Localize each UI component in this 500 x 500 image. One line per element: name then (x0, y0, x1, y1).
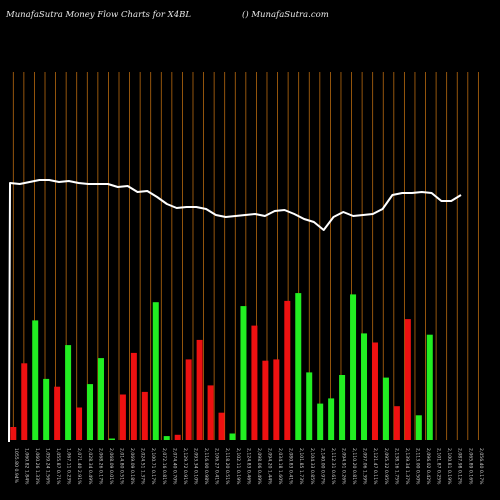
x-tick-label: 1,055.87 0.71% (55, 448, 61, 485)
money-flow-bar (426, 334, 433, 440)
money-flow-bar (218, 412, 225, 440)
money-flow-bar (185, 359, 192, 440)
money-flow-bar (295, 293, 302, 440)
x-tick-label: 2,116.00 0.98% (203, 448, 209, 485)
money-flow-bar (207, 385, 214, 440)
x-tick-labels: 1055.80 0.94% 1,060.82 1.84% 1,060.26 1.33… (13, 448, 484, 485)
money-flow-bar (10, 427, 17, 440)
money-flow-bar (404, 319, 411, 440)
money-flow-bars (10, 293, 433, 440)
price-line-layer (8, 179, 462, 443)
money-flow-bar (229, 433, 236, 440)
x-tick-label: 2,093.34 0.10% (192, 448, 198, 485)
money-flow-bar (108, 438, 115, 440)
money-flow-bar (65, 345, 72, 440)
chart-title: MunafaSutra Money Flow Charts for X4BL (6, 10, 191, 20)
money-flow-bar (196, 339, 203, 440)
money-flow-bar (152, 302, 159, 440)
x-tick-label: 2,094.20 1.44% (266, 448, 272, 485)
x-tick-label: 2,096.02 0.42% (425, 448, 431, 485)
x-tick-label: 2,118.20 0.51% (224, 448, 230, 485)
x-tick-label: 2,071.40 2.91% (76, 448, 82, 485)
money-flow-bar (350, 294, 357, 440)
money-flow-bar (284, 300, 291, 440)
money-flow-bar (174, 434, 181, 440)
x-tick-label: 2,014.80 0.51% (119, 448, 125, 485)
x-tick-label: 1,067.11 0.23% (66, 448, 72, 485)
money-flow-bar (54, 386, 61, 440)
money-flow-bar (240, 306, 247, 440)
money-flow-bar (43, 378, 50, 440)
x-tick-label: 1,060.26 1.33% (34, 448, 40, 485)
money-flow-bar (32, 320, 39, 440)
x-tick-label: 1,060.82 1.84% (23, 448, 29, 485)
money-flow-bar (273, 359, 280, 440)
money-flow-bar (87, 384, 94, 440)
x-tick-label: 2,112.31 0.61% (330, 448, 336, 485)
x-tick-label: 1055.80 0.94% (13, 448, 19, 484)
x-tick-label: 2,098.06 0.49% (256, 448, 262, 485)
x-tick-label: 2,113.00 0.50% (414, 448, 420, 485)
x-tick-label: 2,056.40 0.17% (478, 448, 484, 485)
money-flow-bar (371, 342, 378, 440)
money-flow-bar (76, 407, 83, 440)
money-flow-bar (119, 394, 126, 440)
x-tick-label: 2,028.34 0.49% (87, 448, 93, 485)
x-tick-label: 2,034.18 1.60% (277, 448, 283, 485)
x-tick-label: 2,080.83 0.41% (288, 448, 294, 485)
money-flow-bar (21, 363, 28, 440)
x-tick-label: 2,100.81 0.19% (446, 448, 452, 485)
x-tick-label: 2,095.32 0.95% (383, 448, 389, 485)
x-tick-label: 2,100.71 0.17% (150, 448, 156, 485)
x-tick-label: 2,101.87 0.25% (436, 448, 442, 485)
money-flow-bar (130, 352, 137, 440)
x-tick-label: 2,110.20 0.81% (351, 448, 357, 485)
x-tick-label: 2,097.06 1.39% (362, 448, 368, 485)
money-flow-bar (163, 436, 170, 440)
money-flow-bar (361, 333, 368, 440)
x-tick-label: 2,074.40 0.70% (171, 448, 177, 485)
x-tick-label: 1,059.24 1.56% (45, 448, 51, 485)
x-tick-label: 2,104.33 0.85% (309, 448, 315, 485)
x-tick-label: 2,129.72 0.91% (182, 448, 188, 485)
x-tick-label: 2,024.51 1.37% (140, 448, 146, 485)
money-flow-bar (141, 391, 148, 440)
money-flow-bar (382, 377, 389, 440)
money-flow-bar (262, 360, 269, 440)
x-tick-label: 2,101.85 1.73% (298, 448, 304, 485)
x-tick-label: 2,102.11 0.19% (235, 448, 241, 485)
money-flow-bar (306, 372, 313, 440)
x-tick-label: 2,139.34 1.37% (404, 448, 410, 485)
x-tick-label: 2,087.98 0.12% (457, 448, 463, 485)
x-tick-label: 2,106.27 0.41% (214, 448, 220, 485)
x-tick-label: 2,121.47 0.11% (372, 448, 378, 485)
money-flow-bar (97, 358, 104, 440)
x-tick-label: 2,068.26 0.17% (97, 448, 103, 485)
money-flow-bar (328, 398, 335, 440)
x-tick-label: 2,094.91 0.26% (340, 448, 346, 485)
x-tick-label: 2,072.16 0.81% (161, 448, 167, 485)
x-tick-label: 2,124.83 0.46% (245, 448, 251, 485)
money-flow-bar (393, 406, 400, 440)
x-tick-label: 2,140.00 0.97% (319, 448, 325, 485)
x-tick-label: 2,068.09 0.01% (108, 448, 114, 485)
price-line (8, 179, 462, 443)
money-flow-bar (251, 325, 258, 440)
money-flow-bar (339, 375, 346, 440)
money-flow-bar (415, 415, 422, 440)
x-tick-label: 2,138.16 1.75% (393, 448, 399, 485)
site-credit: () MunafaSutra.com (242, 10, 329, 20)
x-tick-label: 2,065.89 0.16% (467, 448, 473, 485)
money-flow-bar (317, 403, 324, 440)
x-tick-label: 2,069.09 0.18% (129, 448, 135, 485)
